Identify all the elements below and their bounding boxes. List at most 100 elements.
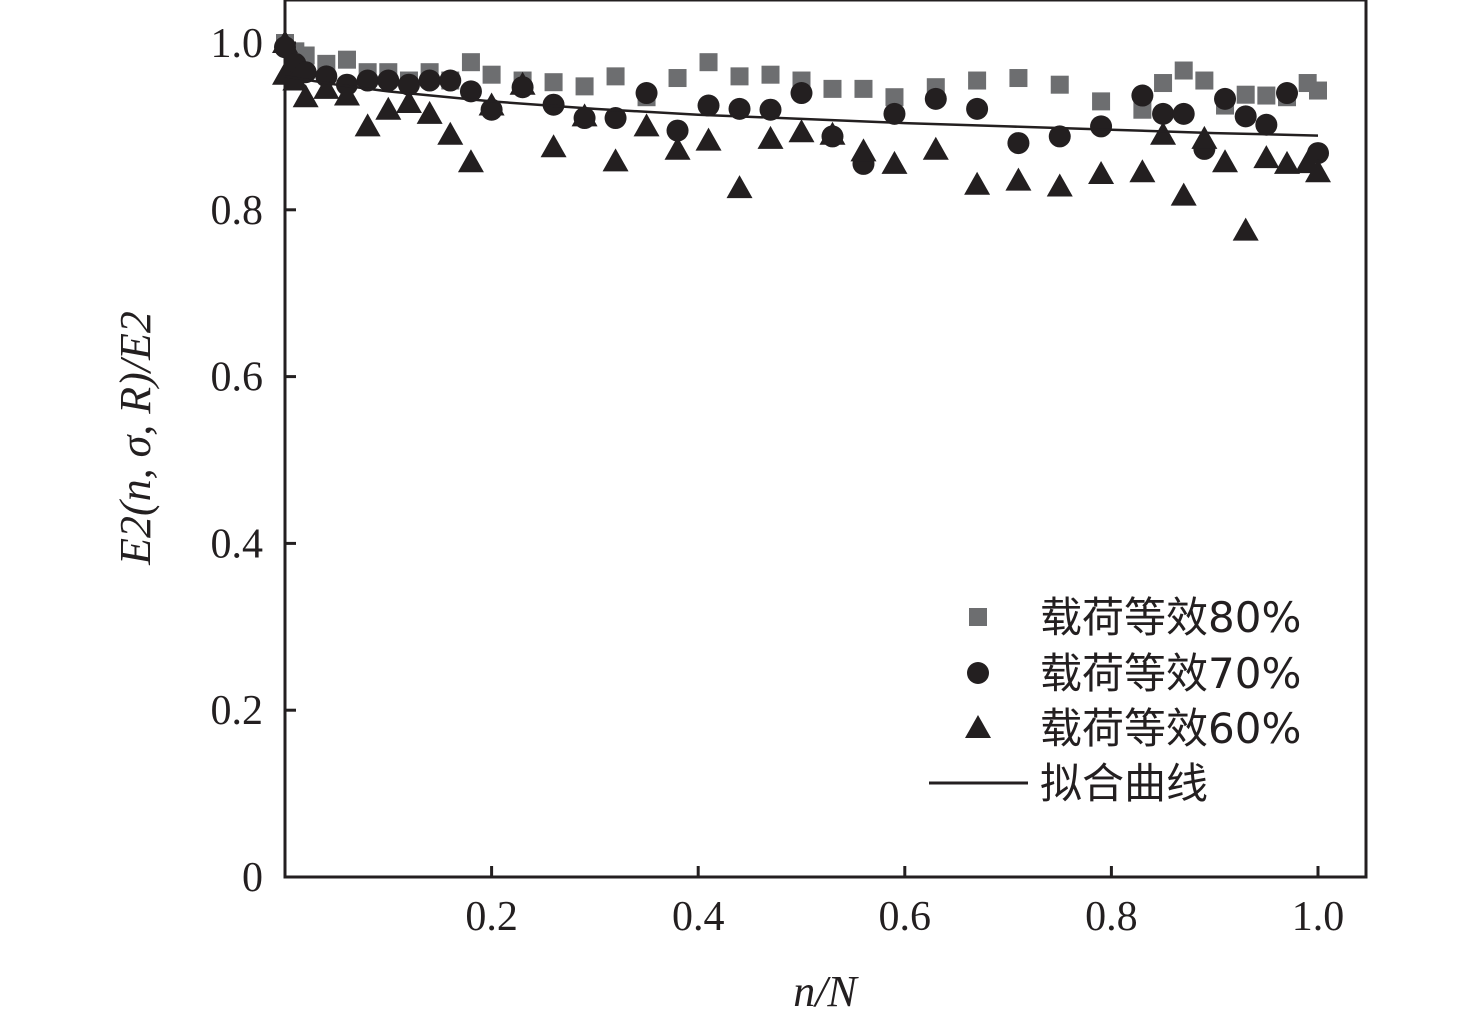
series-2-point <box>697 94 720 117</box>
series-2-point <box>1131 84 1154 107</box>
series-3-point <box>1191 125 1218 149</box>
series-3-point <box>478 92 505 116</box>
series-3-point <box>757 125 784 149</box>
series-3-point <box>1274 150 1301 174</box>
y-axis-label: E2(n, σ, R)/E2 <box>111 311 160 566</box>
series-3-point <box>1305 159 1331 183</box>
series-1-point <box>1050 75 1069 94</box>
series-1-point <box>461 53 480 72</box>
series-2-point <box>604 107 627 130</box>
series-2-point <box>1255 113 1278 136</box>
y-tick-label: 0.4 <box>211 521 264 567</box>
legend-label: 载荷等效60% <box>1040 704 1301 753</box>
series-3-point <box>664 136 691 160</box>
series-2-point <box>418 69 441 92</box>
legend-label: 载荷等效80% <box>1040 593 1301 642</box>
series-3-point <box>509 71 536 95</box>
series-2-point <box>759 98 782 121</box>
series-3-point <box>333 82 360 106</box>
series-3-point <box>819 121 846 145</box>
x-tick-label: 0.8 <box>1085 894 1138 940</box>
series-3-point <box>695 127 722 151</box>
series-3-point <box>1253 145 1280 169</box>
series-3-point <box>1150 121 1177 145</box>
series-3-point <box>922 136 949 160</box>
series-2-point <box>728 97 751 120</box>
series-1-point <box>699 53 718 72</box>
fit-curve-line <box>284 75 1319 137</box>
x-tick-label: 0.6 <box>879 894 932 940</box>
series-1-point <box>1257 86 1276 105</box>
series-3-point <box>1088 160 1115 184</box>
series-1-point <box>1009 69 1028 88</box>
legend-marker-triangle <box>965 715 991 738</box>
series-3-point <box>540 134 567 158</box>
series-3-point <box>395 90 422 114</box>
series-2-point <box>883 102 906 125</box>
y-tick-label: 1.0 <box>211 21 264 67</box>
series-2-point <box>397 73 420 96</box>
series-2-point <box>377 69 400 92</box>
series-1-point <box>606 67 625 86</box>
series-3-point <box>416 100 443 124</box>
series-3-point <box>1129 159 1156 183</box>
series-2-point <box>1152 102 1175 125</box>
series-1-point <box>854 79 873 98</box>
series-2-point <box>459 80 482 103</box>
series-3-point <box>292 84 319 108</box>
series-1-point <box>823 79 842 98</box>
series-1-point <box>1195 71 1214 90</box>
series-3-point <box>457 149 484 173</box>
series-1-point <box>730 67 749 86</box>
series-3-point <box>375 96 402 120</box>
series-3-point <box>633 113 660 137</box>
series-3-point <box>881 150 908 174</box>
y-tick-label: 0 <box>242 855 263 901</box>
legend-marker-square <box>969 608 987 626</box>
series-2-point <box>356 69 379 92</box>
series-1-point <box>1236 85 1255 104</box>
series-1-point <box>968 71 987 90</box>
legend: 载荷等效80% 载荷等效70% 载荷等效60% 拟合曲线 <box>929 593 1301 808</box>
series-3-point <box>1046 173 1073 197</box>
series-3-point <box>313 75 340 99</box>
series-3-point <box>354 113 381 137</box>
series-1-point <box>885 88 904 107</box>
series-2-point <box>924 87 947 110</box>
x-tick-label: 1.0 <box>1292 894 1345 940</box>
series-1-point <box>761 65 780 84</box>
series-2-point <box>439 69 462 92</box>
series-2-point <box>635 82 658 105</box>
series-2-point <box>966 97 989 120</box>
y-tick-label: 0.6 <box>211 355 264 401</box>
series-2-point <box>1307 142 1329 165</box>
series-1-point <box>544 73 563 92</box>
x-tick-label: 0.4 <box>672 894 725 940</box>
series-1-point <box>1092 92 1111 111</box>
series-1-point <box>337 50 356 69</box>
series-2-point <box>790 82 813 105</box>
series-3-point <box>571 103 598 127</box>
series-3-point <box>964 171 991 195</box>
plot-area <box>272 30 1331 241</box>
x-tick-label: 0.2 <box>465 894 518 940</box>
legend-marker-circle <box>967 662 989 684</box>
series-3-point <box>602 148 629 172</box>
series-2-point <box>1172 102 1195 125</box>
y-tick-label: 0.8 <box>211 188 264 234</box>
series-3-point <box>1170 182 1197 206</box>
series-2-point <box>1048 125 1071 148</box>
y-axis-ticks: 0 0.2 0.4 0.6 0.8 1.0 <box>211 21 296 901</box>
series-3-point <box>1005 167 1032 191</box>
x-axis-ticks: 0.2 0.4 0.6 0.8 1.0 <box>465 866 1344 940</box>
x-axis-label: n/N <box>793 967 859 1016</box>
series-1-point <box>1154 74 1173 93</box>
series-1-point <box>668 69 687 88</box>
y-tick-label: 0.2 <box>211 688 264 734</box>
series-1-point <box>1174 61 1193 80</box>
series-3-point <box>1232 217 1259 241</box>
series-3-point <box>788 119 815 143</box>
series-1-point <box>482 65 501 84</box>
series-2-point <box>1007 132 1030 155</box>
